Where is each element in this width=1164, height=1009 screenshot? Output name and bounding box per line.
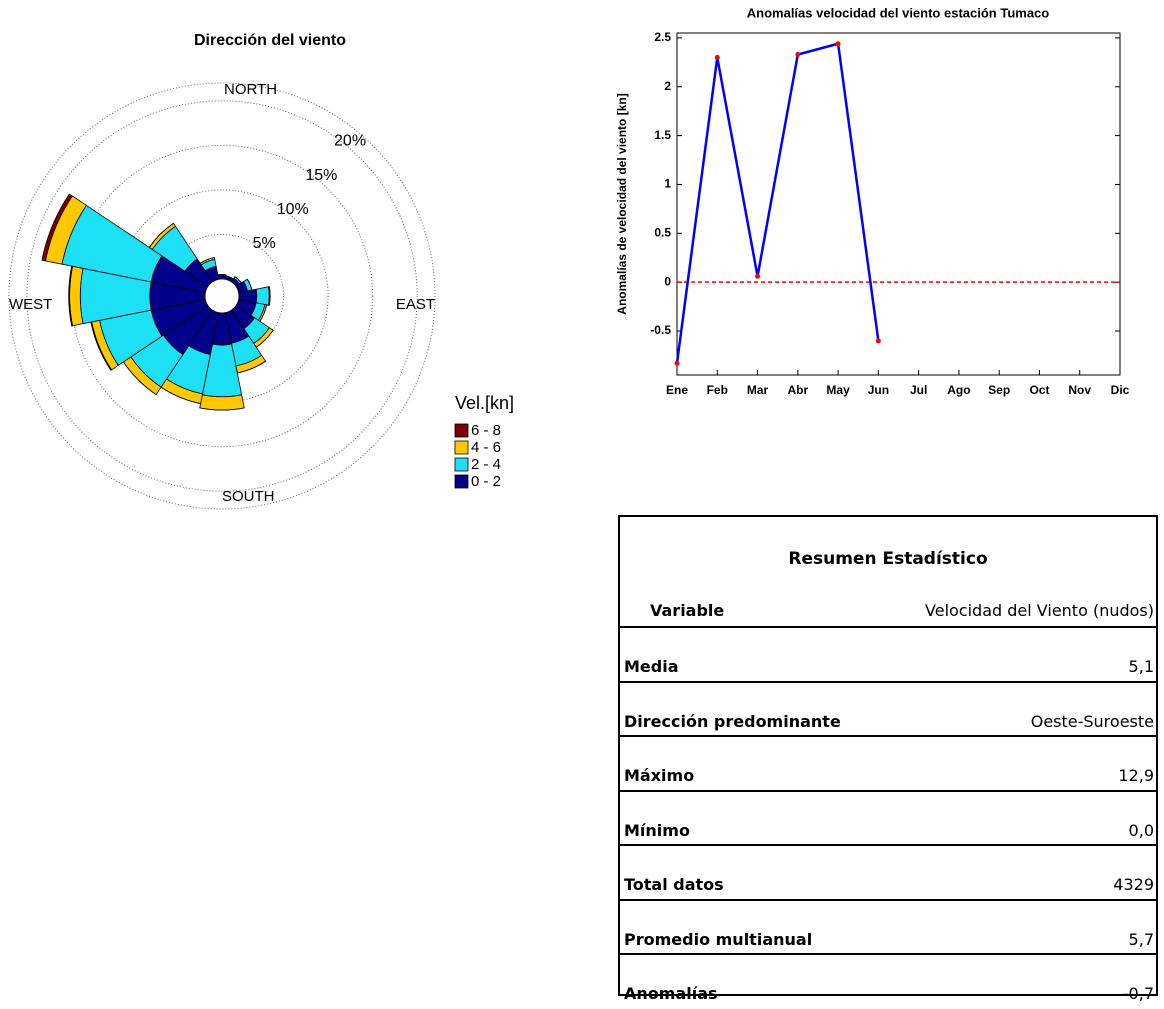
row-value: 5,7 [1129,930,1154,949]
x-tick-label: Ago [947,383,970,397]
calm-hole [205,279,239,313]
row-label: Máximo [624,766,694,785]
table-row: Media 5,1 [620,626,1156,682]
ring-label: 5% [253,235,276,252]
y-tick-label: 1.5 [654,128,671,142]
legend-title: Vel.[kn] [455,393,514,413]
row-value: 0,0 [1129,821,1154,840]
rose-segment [200,395,245,410]
legend-swatch [455,424,468,437]
row-value: Oeste-Suroeste [1031,712,1154,731]
row-label: Media [624,657,679,676]
y-tick-label: 1 [664,177,671,191]
row-label: Promedio multianual [624,930,812,949]
row-label: Mínimo [624,821,690,840]
y-axis-label: Anomalías de velocidad del viento [kn] [615,93,629,314]
y-tick-label: -0.5 [650,323,671,337]
legend-label: 4 - 6 [471,439,501,456]
row-value: 4329 [1113,875,1154,894]
table-row: Máximo 12,9 [620,735,1156,791]
direction-label: WEST [9,296,52,313]
y-tick-label: 2 [664,79,671,93]
x-tick-label: Feb [707,383,728,397]
table-title: Resumen Estadístico [620,549,1156,569]
table-header: Variable Velocidad del Viento (nudos) [620,573,1156,626]
table-row: Dirección predominante Oeste-Suroeste [620,681,1156,737]
data-point [795,52,800,57]
x-tick-label: Sep [988,383,1010,397]
y-tick-label: 0 [664,274,671,288]
rose-segment [256,287,269,305]
row-label: Total datos [624,875,724,894]
ring-label: 10% [277,201,309,218]
x-tick-label: Mar [747,383,769,397]
table-row: Mínimo 0,0 [620,790,1156,846]
row-value: 12,9 [1118,766,1154,785]
legend-swatch [455,441,468,454]
table-row: Anomalías -0,7 [620,953,1156,1009]
x-tick-label: May [826,383,850,397]
y-tick-label: 0.5 [654,225,671,239]
x-tick-label: Abr [787,383,808,397]
direction-label: NORTH [224,81,277,98]
legend-swatch [455,458,468,471]
x-tick-label: Dic [1111,383,1130,397]
table-row: Promedio multianual 5,7 [620,899,1156,955]
direction-label: SOUTH [222,488,275,505]
legend-label: 6 - 8 [471,422,501,439]
table-row: Total datos 4329 [620,844,1156,900]
x-tick-label: Nov [1068,383,1091,397]
row-value: -0,7 [1123,984,1154,1003]
row-label: Anomalías [624,984,718,1003]
rose-title: Dirección del viento [194,32,346,49]
data-point [836,41,841,46]
summary-table: Resumen Estadístico Variable Velocidad de… [618,515,1158,996]
data-point [675,361,680,366]
header-cell: Velocidad del Viento (nudos) [925,601,1154,620]
data-point [876,338,881,343]
legend-swatch [455,475,468,488]
legend-label: 2 - 4 [471,456,501,473]
row-value: 5,1 [1129,657,1154,676]
data-point [715,55,720,60]
x-tick-label: Ene [666,383,688,397]
y-tick-label: 2.5 [654,30,671,44]
line-title: Anomalías velocidad del viento estación … [747,5,1050,20]
charts: Dirección del viento Anomalías velocidad… [0,0,1164,515]
header-cell: Variable [650,601,724,620]
direction-label: EAST [396,296,435,313]
ring-label: 15% [305,167,337,184]
row-label: Dirección predominante [624,712,841,731]
legend-label: 0 - 2 [471,473,501,490]
x-tick-label: Oct [1029,383,1049,397]
x-tick-label: Jun [868,383,889,397]
ring-label: 20% [334,133,366,150]
data-point [755,274,760,279]
x-tick-label: Jul [910,383,927,397]
